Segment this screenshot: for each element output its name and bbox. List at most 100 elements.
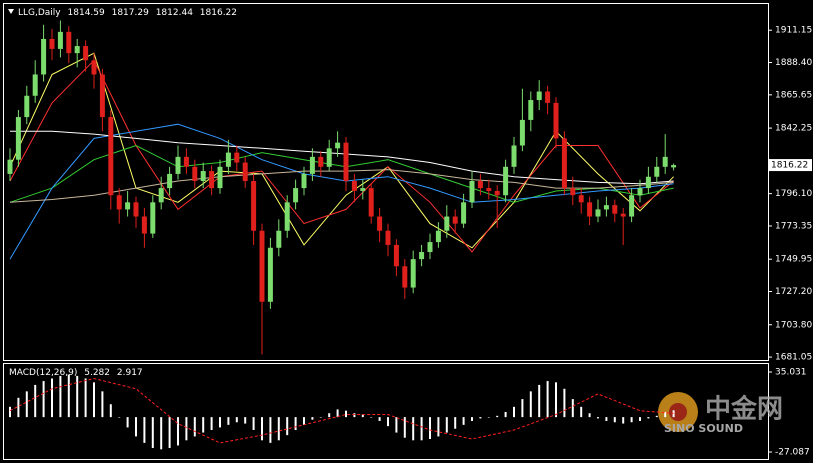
candle-body xyxy=(519,119,525,146)
macd-bar xyxy=(59,375,62,418)
macd-bar xyxy=(378,417,381,421)
y-tick-label: 1911.15 xyxy=(775,26,812,36)
macd-bar xyxy=(336,409,339,418)
macd-bar xyxy=(244,417,247,424)
macd-bar xyxy=(588,413,591,418)
candle-body xyxy=(561,138,567,189)
macd-bar xyxy=(17,397,20,418)
candle-body xyxy=(242,162,248,182)
macd-bar xyxy=(622,417,625,424)
macd-bar xyxy=(529,391,532,418)
candle-body xyxy=(326,148,332,167)
candle-body xyxy=(83,46,89,61)
macd-bar xyxy=(118,417,121,418)
candle-body xyxy=(452,216,458,224)
candle-body xyxy=(603,205,609,210)
y-tick-label: 1773.35 xyxy=(775,221,812,231)
macd-frame xyxy=(3,363,769,460)
candle-body xyxy=(259,230,265,302)
macd-bar xyxy=(185,417,188,441)
macd-bar xyxy=(252,417,255,430)
candle-body xyxy=(528,100,534,120)
macd-signal xyxy=(9,377,674,444)
candle-body xyxy=(553,102,559,139)
candle-body xyxy=(486,188,492,191)
macd-bar xyxy=(235,417,238,423)
macd-bar xyxy=(319,417,322,418)
macd-bar xyxy=(109,404,112,418)
candle-body xyxy=(74,46,80,54)
main-frame xyxy=(3,3,769,361)
macd-bar xyxy=(471,417,473,421)
macd-bar xyxy=(210,417,213,430)
macd-bar xyxy=(412,417,415,441)
candle-body xyxy=(24,95,30,118)
candle-body xyxy=(536,91,542,101)
macd-bar xyxy=(571,399,574,418)
moving-average xyxy=(9,59,674,253)
candle-body xyxy=(318,156,324,167)
candle-body xyxy=(133,202,139,217)
y-tick-label: 1681.05 xyxy=(775,353,812,363)
candle-body xyxy=(183,156,189,167)
candle-body xyxy=(335,142,341,149)
candle-body xyxy=(209,171,215,189)
low: 1812.44 xyxy=(156,8,193,18)
candle-body xyxy=(91,60,97,75)
macd-bar xyxy=(479,417,482,419)
macd-bar xyxy=(462,417,465,425)
macd-bar xyxy=(311,417,314,420)
watermark-logo-inner xyxy=(669,403,687,421)
macd-bar xyxy=(101,391,104,418)
candle-body xyxy=(477,181,483,189)
watermark-logo: 中金网 xyxy=(705,394,783,425)
candle-body xyxy=(66,31,72,54)
macd-tick-label: -27.087 xyxy=(775,448,810,458)
candle-body xyxy=(410,259,416,288)
candle-body xyxy=(469,181,475,203)
macd-bar xyxy=(227,417,230,425)
symbol: LLG,Daily xyxy=(18,8,61,18)
macd-bar xyxy=(555,382,557,418)
candle-body xyxy=(612,205,618,214)
header-arrow xyxy=(8,9,14,14)
candle-body xyxy=(360,188,366,191)
macd-value: 5.282 xyxy=(84,368,110,378)
macd-bar xyxy=(487,417,490,418)
y-tick-label: 1796.10 xyxy=(775,189,812,199)
current-price-box xyxy=(768,159,812,172)
macd-bar xyxy=(655,415,658,418)
candle-body xyxy=(343,142,349,182)
y-tick-label: 1703.80 xyxy=(775,320,812,330)
macd-bar xyxy=(151,417,154,449)
macd-bar xyxy=(193,417,196,437)
candle-body xyxy=(419,252,425,260)
candle-body xyxy=(393,244,399,267)
macd-bar xyxy=(454,417,457,429)
header: LLG,Daily 1814.59 1817.29 1812.44 1816.2… xyxy=(18,8,237,18)
macd-bar xyxy=(647,417,650,419)
macd-label: MACD(12,26,9) xyxy=(9,368,77,378)
macd-bar xyxy=(160,417,163,450)
macd-header: MACD(12,26,9) 5.282 2.917 xyxy=(9,368,143,378)
close: 1816.22 xyxy=(200,8,237,18)
macd-bar xyxy=(345,410,347,418)
macd-bar xyxy=(42,381,45,418)
candle-body xyxy=(251,181,257,231)
candle-body xyxy=(461,202,467,224)
candle-body xyxy=(41,38,47,75)
candle-body xyxy=(587,202,593,217)
candle-body xyxy=(125,202,131,210)
macd-bar xyxy=(672,410,675,418)
y-tick-label: 1727.20 xyxy=(775,287,812,297)
open: 1814.59 xyxy=(68,8,105,18)
macd-bar xyxy=(437,417,440,437)
candle-body xyxy=(351,181,357,191)
candle-body xyxy=(570,188,576,196)
current-price-label: 1816.22 xyxy=(771,161,808,171)
macd-bar xyxy=(630,417,633,423)
macd-bar xyxy=(261,417,263,441)
macd-bar xyxy=(639,417,641,421)
